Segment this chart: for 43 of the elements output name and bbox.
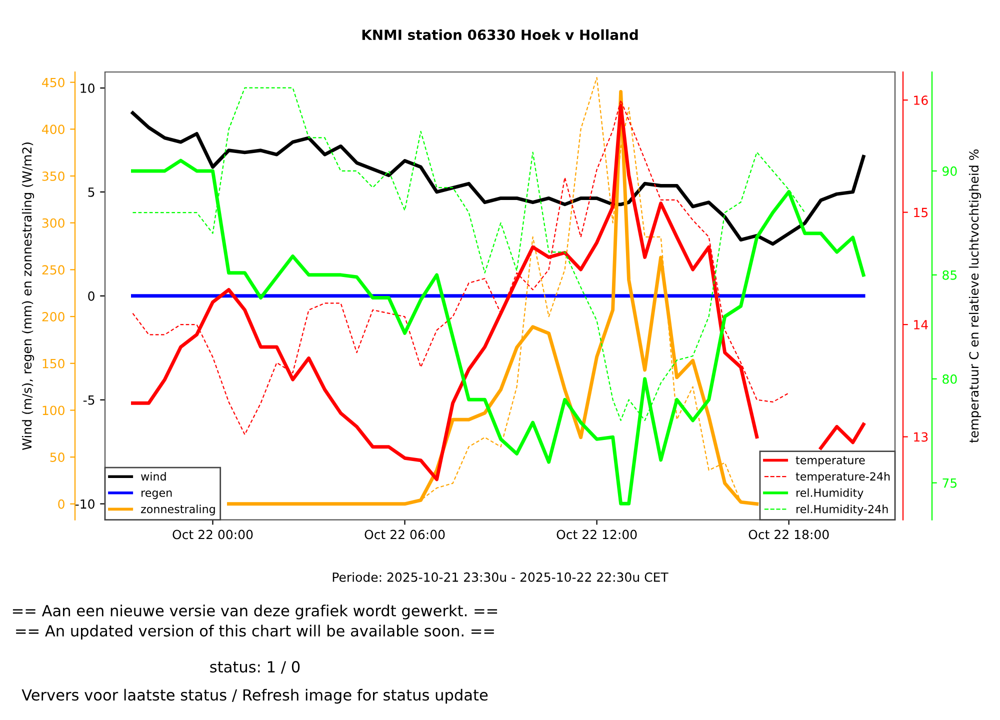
legend-label: wind: [141, 472, 166, 481]
chart-title: KNMI station 06330 Hoek v Holland: [362, 29, 638, 40]
legend-label: zonnestraling: [141, 504, 215, 516]
y2-tick-label: 400: [42, 124, 64, 134]
y-tick-label: 16: [914, 96, 928, 105]
text: == An updated version of this chart will be available soon. ==: [16, 624, 494, 640]
text: == Aan een nieuwe versie van deze grafiek wordt gewerkt. ==: [12, 604, 498, 620]
legend-label: temperature-24h: [796, 472, 890, 483]
y2-tick-label: 150: [42, 358, 64, 368]
y-tick-label: -10: [75, 499, 94, 509]
legend-label: rel.Humidity: [796, 488, 864, 500]
y-tick-label: 10: [80, 83, 94, 93]
y2-tick-label: 250: [42, 265, 64, 275]
y2-tick-label: 300: [42, 218, 64, 228]
legend-label: rel.Humidity-24h: [796, 504, 888, 516]
y-tick-label: -5: [83, 396, 94, 405]
y2-tick-label: 450: [42, 78, 64, 88]
y-tick-label: 14: [914, 320, 928, 330]
y2-tick-label: 0: [58, 499, 64, 509]
y2-tick-label: 350: [42, 171, 64, 181]
y2-axis-title: Wind (m/s), regen (mm) en zonnestraling (W/m2): [22, 142, 34, 450]
x-tick-label: Oct 22 18:00: [748, 530, 829, 540]
y2-tick-label: 100: [42, 406, 64, 416]
text: status: 1 / 0: [210, 661, 300, 674]
x-tick-label: Oct 22 12:00: [556, 530, 637, 540]
x-axis-title: Periode: 2025-10-21 23:30u - 2025-10-22 22:30u CET: [332, 572, 668, 582]
y-tick-label: 13: [914, 432, 928, 442]
y2-tick-label: 80: [942, 374, 957, 384]
x-tick-label: Oct 22 00:00: [172, 530, 253, 540]
legend-label: temperature: [796, 456, 865, 466]
line-series: [131, 111, 866, 246]
y-tick-label: 5: [88, 188, 94, 197]
y2-tick-label: 200: [42, 312, 64, 322]
x-tick-label: Oct 22 06:00: [364, 530, 445, 540]
y-tick-label: 0: [88, 291, 94, 301]
legend-label: regen: [142, 490, 172, 500]
y-tick-label: 15: [914, 208, 928, 218]
y2-tick-label: 85: [942, 270, 957, 280]
y2-tick-label: 50: [50, 452, 64, 462]
y2-tick-label: 75: [942, 478, 957, 488]
y2-tick-label: 90: [942, 166, 957, 176]
text: Ververs voor laatste status / Refresh image for status update: [22, 688, 488, 704]
y2-axis-title: temperatuur C en relatieve luchtvochtigheid %: [968, 149, 982, 443]
